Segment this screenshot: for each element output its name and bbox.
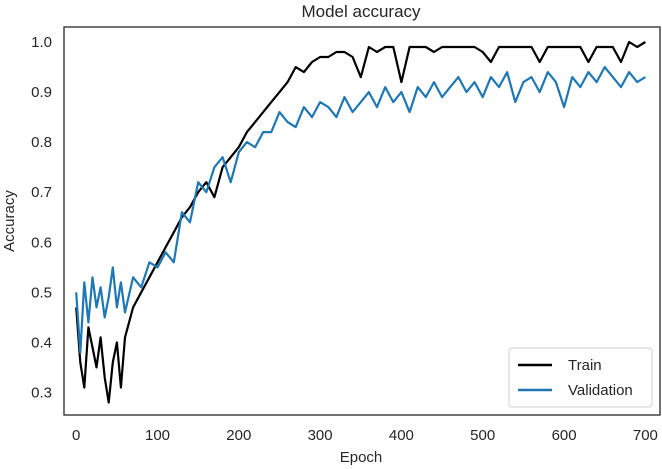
y-tick-label: 0.3 <box>31 385 52 402</box>
x-tick-label: 400 <box>389 427 414 444</box>
legend-label-validation: Validation <box>568 382 633 399</box>
y-axis-label: Accuracy <box>1 190 18 252</box>
x-tick-labels: 0 100 200 300 400 500 600 700 <box>72 427 658 444</box>
y-tick-label: 0.7 <box>31 184 52 201</box>
series-line-validation <box>75 65 646 354</box>
legend-label-train: Train <box>568 357 602 374</box>
series-layer <box>75 40 646 404</box>
series-line-train <box>75 40 646 404</box>
y-tick-label: 0.8 <box>31 134 52 151</box>
y-tick-label: 0.4 <box>31 334 52 351</box>
x-tick-label: 0 <box>72 427 80 444</box>
y-tick-label: 0.5 <box>31 284 52 301</box>
y-tick-label: 0.9 <box>31 84 52 101</box>
chart-title: Model accuracy <box>301 2 421 21</box>
x-tick-label: 200 <box>226 427 251 444</box>
x-tick-label: 600 <box>552 427 577 444</box>
x-tick-label: 500 <box>470 427 495 444</box>
y-tick-labels: 0.3 0.4 0.5 0.6 0.7 0.8 0.9 1.0 <box>31 34 52 402</box>
legend: Train Validation <box>508 347 653 408</box>
y-tick-label: 0.6 <box>31 234 52 251</box>
x-tick-label: 100 <box>145 427 170 444</box>
x-axis-label: Epoch <box>340 449 383 466</box>
y-tick-label: 1.0 <box>31 34 52 51</box>
x-tick-label: 700 <box>633 427 658 444</box>
legend-box <box>508 347 653 408</box>
plot-frame <box>63 26 661 416</box>
x-tick-label: 300 <box>308 427 333 444</box>
